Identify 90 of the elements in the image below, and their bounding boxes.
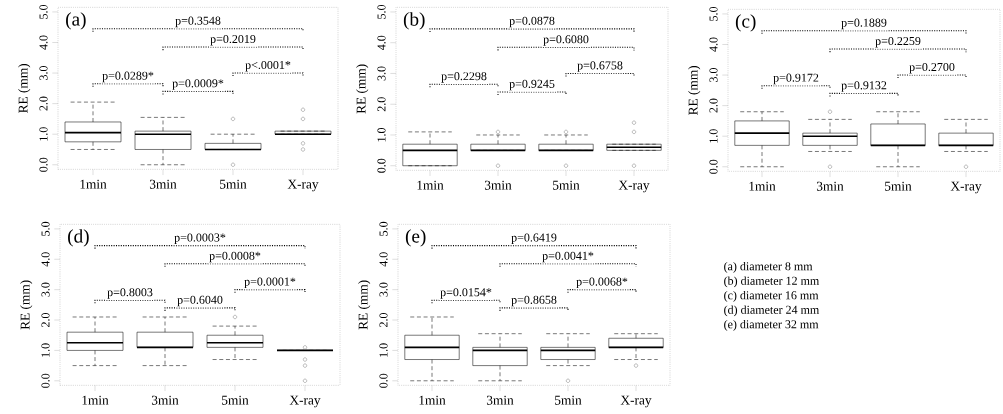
y-tick-label: 5.0: [377, 4, 386, 19]
chart-title: (c): [735, 14, 756, 32]
text: (e) diameter 32 mm: [724, 319, 819, 331]
y-tick-label: 3.0: [39, 65, 48, 80]
chart-title: (d): [68, 228, 89, 247]
x-tick-label: X-ray: [287, 179, 319, 192]
y-axis-title: RE (mm): [688, 65, 701, 115]
y-tick-label: 3.0: [709, 67, 718, 82]
chart-title: (b): [403, 12, 425, 30]
annotation: p=0.9245: [509, 79, 555, 91]
y-tick-label: 4.0: [377, 35, 386, 50]
y-tick-label: 4.0: [41, 252, 50, 267]
annotation: p=0.2259: [875, 36, 921, 48]
y-axis-title: RE (mm): [358, 280, 371, 330]
y-tick-label: 5.0: [39, 4, 48, 19]
x-tick-label: 3min: [484, 180, 512, 190]
annotation: p=0.6419: [511, 233, 557, 244]
x-tick-label: 3min: [816, 181, 844, 191]
annotation: p=0.2019: [210, 34, 256, 46]
y-tick-label: 2.0: [377, 97, 386, 112]
annotation: p=0.1889: [841, 18, 887, 29]
x-tick-label: X-ray: [618, 180, 650, 193]
annotation: p=0.0068*: [576, 277, 628, 288]
y-tick-label: 2.0: [379, 312, 388, 327]
annotation: p=0.0878: [509, 16, 555, 28]
annotation: p=0.2298: [441, 71, 487, 83]
y-tick-label: 2.0: [41, 312, 50, 327]
annotation: p=0.0003*: [174, 233, 226, 244]
y-tick-label: 0.0: [709, 159, 718, 174]
chart-title: (e): [405, 228, 426, 247]
annotation: p=0.0041*: [542, 251, 594, 263]
annotation: p=0.6758: [577, 61, 623, 72]
text: (b) diameter 12 mm: [724, 276, 820, 288]
annotation: p=0.9132: [841, 81, 887, 92]
y-axis-title: RE (mm): [18, 63, 31, 113]
y-tick-label: 0.0: [39, 157, 48, 172]
annotation: p=0.9172: [773, 73, 819, 84]
y-tick-label: 1.0: [39, 126, 48, 141]
annotation: p<.0001*: [245, 60, 291, 72]
y-tick-label: 1.0: [41, 343, 50, 357]
annotation: p=0.0008*: [209, 251, 261, 263]
x-tick-label: X-ray: [620, 395, 652, 408]
annotation: p=0.0009*: [172, 79, 224, 90]
annotation: p=0.3548: [175, 16, 221, 27]
text: (a) diameter 8 mm: [724, 261, 813, 273]
annotation: p=0.0289*: [102, 71, 154, 82]
annotation: p=0.8658: [511, 295, 557, 307]
y-axis-title: RE (mm): [20, 280, 33, 330]
y-tick-label: 5.0: [41, 221, 50, 236]
x-tick-label: 1min: [417, 180, 444, 190]
y-tick-label: 1.0: [379, 343, 388, 357]
y-tick-label: 1.0: [377, 127, 386, 142]
x-tick-label: 1min: [419, 395, 446, 405]
y-tick-label: 4.0: [379, 252, 388, 267]
y-tick-label: 3.0: [41, 282, 50, 297]
annotation: p=0.0001*: [244, 277, 296, 288]
x-tick-label: 5min: [885, 181, 912, 191]
y-tick-label: 2.0: [709, 98, 718, 113]
chart-title: (a): [66, 12, 86, 30]
annotation: p=0.0154*: [440, 287, 492, 299]
x-tick-label: 5min: [222, 395, 249, 405]
annotation: p=0.8003: [107, 287, 153, 299]
y-tick-label: 3.0: [377, 66, 386, 81]
y-tick-label: 5.0: [379, 221, 388, 236]
x-tick-label: 5min: [220, 179, 247, 189]
x-tick-label: 5min: [555, 395, 582, 405]
y-tick-label: 0.0: [377, 158, 386, 173]
y-axis-title: RE (mm): [356, 64, 369, 114]
x-tick-label: X-ray: [950, 181, 982, 194]
x-tick-label: 5min: [553, 180, 580, 190]
annotation: p=0.2700: [909, 62, 955, 74]
text: (c) diameter 16 mm: [724, 290, 819, 302]
x-tick-label: 3min: [486, 395, 514, 405]
x-tick-label: 3min: [151, 395, 179, 405]
y-tick-label: 3.0: [379, 282, 388, 297]
x-tick-label: 3min: [149, 179, 177, 189]
x-tick-label: 1min: [749, 181, 776, 191]
y-tick-label: 4.0: [709, 37, 718, 52]
y-tick-label: 4.0: [39, 35, 48, 50]
y-tick-label: 1.0: [709, 128, 718, 143]
x-tick-label: 1min: [80, 179, 107, 189]
y-tick-label: 0.0: [379, 373, 388, 388]
x-tick-label: X-ray: [289, 395, 321, 408]
annotation: p=0.6040: [177, 295, 223, 307]
y-tick-label: 0.0: [41, 373, 50, 388]
y-tick-label: 2.0: [39, 96, 48, 111]
x-tick-label: 1min: [82, 395, 109, 405]
text: (d) diameter 24 mm: [724, 305, 820, 317]
y-tick-label: 5.0: [709, 6, 718, 21]
annotation: p=0.6080: [543, 35, 589, 46]
